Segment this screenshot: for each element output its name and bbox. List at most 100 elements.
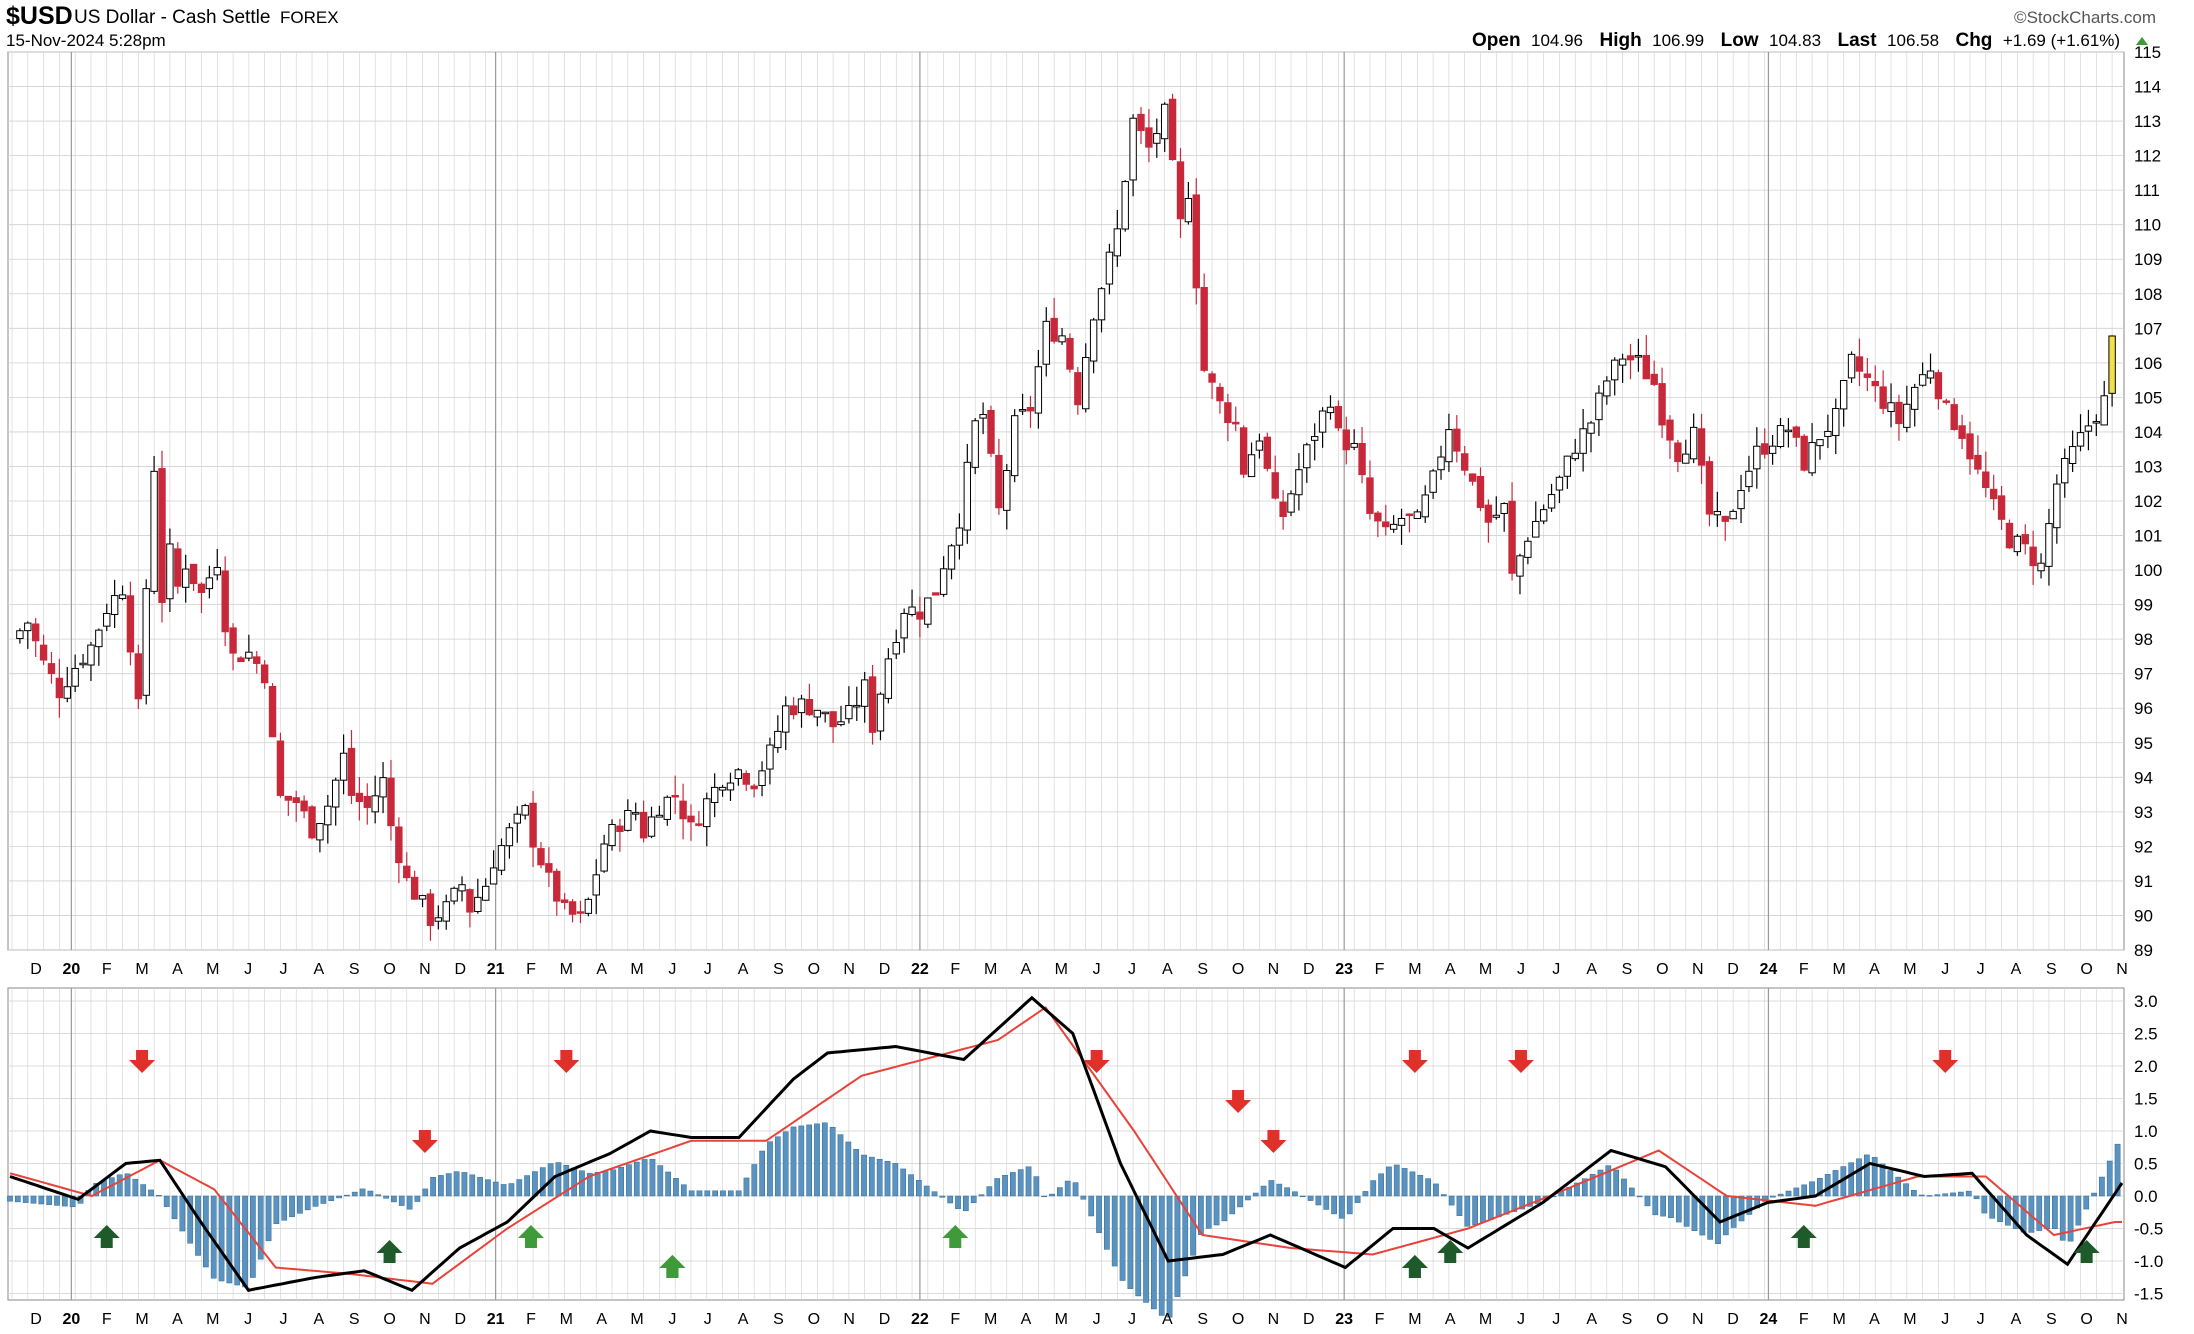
candle-body xyxy=(434,917,443,922)
candle-body xyxy=(1887,402,1895,413)
macd-month-label: A xyxy=(738,1311,749,1328)
price-month-label: M xyxy=(1055,961,1068,978)
macd-tick-label: 0.0 xyxy=(2134,1187,2158,1206)
histogram-bar xyxy=(1182,1195,1189,1277)
candle-body xyxy=(1934,372,1943,400)
histogram-bar xyxy=(359,1188,366,1197)
histogram-bar xyxy=(555,1162,562,1197)
price-month-label: M xyxy=(206,961,219,978)
candle-body xyxy=(939,568,948,595)
candle-body xyxy=(16,630,24,640)
price-month-label: M xyxy=(1832,961,1845,978)
histogram-bar xyxy=(1221,1195,1228,1222)
histogram-bar xyxy=(485,1179,491,1197)
candle-body xyxy=(47,663,56,675)
histogram-bar xyxy=(1378,1173,1384,1197)
histogram-bar xyxy=(312,1195,319,1207)
candle-body xyxy=(1800,435,1808,471)
macd-month-label: D xyxy=(454,1311,466,1328)
histogram-bar xyxy=(1597,1169,1604,1197)
histogram-bar xyxy=(226,1195,233,1284)
candle-body xyxy=(1761,443,1769,455)
candle-body xyxy=(1082,357,1090,410)
histogram-bar xyxy=(1064,1180,1071,1197)
price-month-label: M xyxy=(630,961,643,978)
macd-tick-label: 1.0 xyxy=(2134,1122,2158,1141)
histogram-bar xyxy=(524,1175,530,1197)
candle-body xyxy=(458,884,466,892)
histogram-bar xyxy=(1965,1190,1972,1197)
candle-body xyxy=(805,698,814,716)
candle-body xyxy=(742,773,750,785)
sell-arrow-icon xyxy=(129,1050,156,1073)
histogram-bar xyxy=(1511,1195,1518,1212)
histogram-bar xyxy=(116,1174,123,1197)
histogram-bar xyxy=(1981,1195,1988,1214)
macd-month-label: O xyxy=(383,1311,395,1328)
histogram-bar xyxy=(821,1122,828,1197)
histogram-bar xyxy=(93,1183,100,1197)
macd-month-label: N xyxy=(843,1311,855,1328)
candle-body xyxy=(1595,392,1603,421)
last-value: 106.58 xyxy=(1887,31,1939,50)
price-tick-label: 102 xyxy=(2134,492,2162,511)
candle-body xyxy=(655,814,664,818)
histogram-bar xyxy=(351,1191,358,1197)
price-month-label: O xyxy=(383,961,395,978)
candle-body xyxy=(1547,494,1556,509)
candle-body xyxy=(1026,406,1035,412)
histogram-bar xyxy=(1581,1178,1588,1197)
histogram-bar xyxy=(649,1158,656,1197)
histogram-bar xyxy=(1675,1195,1682,1223)
candle-body xyxy=(1137,113,1145,131)
candle-body xyxy=(95,629,103,648)
histogram-bar xyxy=(1777,1193,1784,1197)
price-month-label: A xyxy=(596,961,607,978)
histogram-bar xyxy=(1879,1163,1886,1197)
histogram-bar xyxy=(1864,1154,1870,1197)
high-value: 106.99 xyxy=(1652,31,1704,50)
candle-body xyxy=(2100,395,2108,426)
buy-arrow-icon xyxy=(659,1255,686,1278)
histogram-bar xyxy=(391,1195,397,1203)
histogram-bar xyxy=(1409,1171,1416,1197)
candle-body xyxy=(1879,386,1887,409)
candle-body xyxy=(363,795,371,808)
histogram-bar xyxy=(1080,1195,1087,1200)
price-month-label: 24 xyxy=(1760,961,1778,978)
histogram-bar xyxy=(680,1184,687,1197)
histogram-bar xyxy=(696,1190,703,1197)
candle-body xyxy=(1176,161,1185,220)
candle-body xyxy=(1524,540,1532,558)
candle-body xyxy=(766,744,774,770)
histogram-bar xyxy=(563,1165,570,1197)
macd-month-label: J xyxy=(279,1311,287,1328)
candle-body xyxy=(1926,370,1935,379)
histogram-bar xyxy=(1166,1195,1173,1318)
buy-arrow-icon xyxy=(1437,1240,1464,1263)
candle-body xyxy=(979,414,987,419)
price-month-label: A xyxy=(1162,961,1173,978)
candle-body xyxy=(1358,443,1366,476)
price-month-label: J xyxy=(1941,961,1949,978)
histogram-bar xyxy=(915,1180,922,1197)
histogram-bar xyxy=(618,1166,624,1197)
candle-body xyxy=(1247,454,1256,478)
candle-body xyxy=(900,612,908,639)
histogram-bar xyxy=(1213,1195,1220,1226)
histogram-bar xyxy=(1628,1187,1635,1197)
candle-body xyxy=(229,627,237,654)
histogram-bar xyxy=(1605,1165,1612,1197)
histogram-bar xyxy=(1785,1190,1792,1197)
candle-body xyxy=(1255,440,1264,451)
candle-body xyxy=(1784,429,1793,433)
histogram-bar xyxy=(1871,1157,1878,1197)
price-month-label: A xyxy=(314,961,325,978)
candle-body xyxy=(2092,421,2101,424)
histogram-bar xyxy=(375,1194,382,1197)
histogram-bar xyxy=(179,1195,186,1232)
candle-body xyxy=(2021,534,2029,545)
candle-body xyxy=(963,461,972,531)
histogram-bar xyxy=(1096,1195,1102,1233)
price-month-label: A xyxy=(2011,961,2022,978)
